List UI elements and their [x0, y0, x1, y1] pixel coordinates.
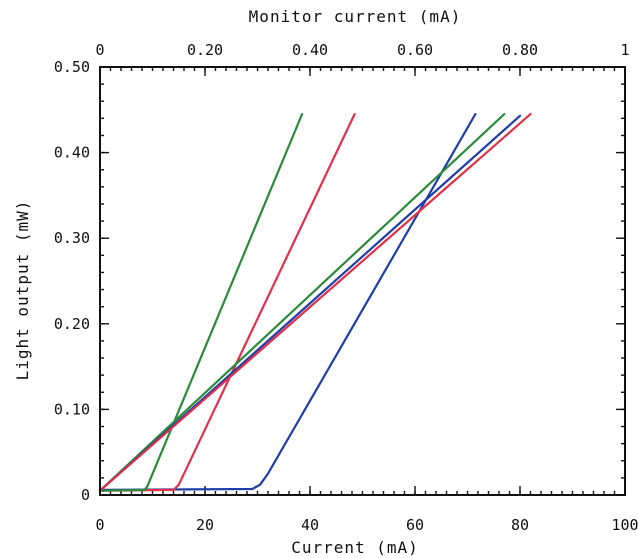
series-lines	[98, 112, 532, 492]
series-line-3	[98, 112, 304, 492]
x-tick-label: 40	[301, 516, 319, 534]
x2-tick-label: 0.80	[502, 41, 538, 59]
y-tick-label: 0.50	[54, 58, 90, 76]
y-tick-label: 0.20	[54, 315, 90, 333]
x-tick-label: 60	[406, 516, 424, 534]
top-axis-title: Monitor current (mA)	[249, 7, 462, 26]
series-line-6	[98, 112, 532, 492]
axis-ticks: 0 20 40 60 80 100 0 0.20 0.40 0.60 0.80 1 0 0.10 0.20 0…	[54, 41, 638, 534]
y-tick-label: 0.40	[54, 144, 90, 162]
y-tick-label: 0.10	[54, 400, 90, 418]
plot-frame	[99, 66, 626, 496]
x-tick-label: 80	[511, 516, 529, 534]
bottom-axis-title: Current (mA)	[291, 538, 419, 557]
x2-tick-label: 0	[95, 41, 104, 59]
x-tick-label: 100	[611, 516, 638, 534]
left-axis-title: Light output (mW)	[13, 200, 32, 381]
x2-tick-label: 1	[620, 41, 629, 59]
y-tick-label: 0.30	[54, 229, 90, 247]
series-line-1	[98, 112, 477, 491]
x2-tick-label: 0.60	[397, 41, 433, 59]
x2-tick-label: 0.20	[187, 41, 223, 59]
x-tick-label: 0	[95, 516, 104, 534]
x-tick-label: 20	[196, 516, 214, 534]
x2-tick-label: 0.40	[292, 41, 328, 59]
y-tick-label: 0	[81, 486, 90, 504]
series-line-4	[98, 112, 506, 492]
